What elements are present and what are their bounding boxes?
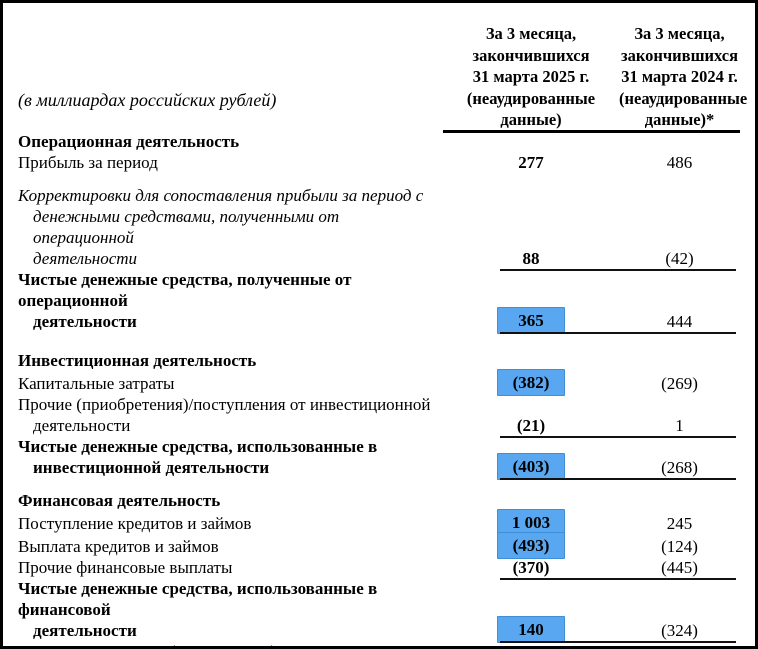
value-2025: (21) — [516, 415, 546, 435]
row-loans-received: Поступление кредитов и займов 1 003 245 — [18, 508, 740, 536]
value-2024: (445) — [661, 557, 698, 577]
value-2024: (124) — [661, 536, 698, 556]
row-capital-expenditures: Капитальные затраты (382) (269) — [18, 368, 740, 396]
row-adjustments: Корректировки для сопоставления прибыли … — [18, 185, 740, 271]
highlighted-value: 365 — [497, 306, 565, 334]
value-2024: 1 — [675, 415, 684, 435]
highlighted-value: (493) — [497, 531, 565, 559]
value-2024: (42) — [665, 248, 694, 268]
row-net-cash-financing: Чистые денежные средства, использованные… — [18, 578, 740, 643]
highlighted-value: (403) — [497, 452, 565, 480]
table-header-row: (в миллиардах российских рублей) За 3 ме… — [18, 23, 748, 132]
column-header-2025: За 3 месяца, закончившихся 31 марта 2025… — [466, 24, 596, 129]
value-2025: (493) — [443, 531, 619, 559]
value-2025: 88 — [522, 248, 540, 268]
value-2024: (269) — [661, 373, 698, 393]
units-label-cell: (в миллиардах российских рублей) — [18, 90, 443, 131]
value-2024: 245 — [666, 513, 693, 533]
section-header-financing: Финансовая деятельность — [18, 490, 221, 510]
highlighted-value: (382) — [497, 368, 565, 396]
statement-table: (в миллиардах российских рублей) За 3 ме… — [18, 23, 748, 647]
value-2025: (382) — [443, 368, 619, 396]
value-2025: 365 — [443, 306, 619, 334]
row-net-cash-investing: Чистые денежные средства, использованные… — [18, 436, 740, 480]
value-2024: (324) — [661, 620, 698, 640]
row-other-financing: Прочие финансовые выплаты (370) (445) — [18, 557, 740, 580]
value-2025: 277 — [518, 152, 544, 172]
spacer — [18, 332, 740, 350]
row-profit-for-period: Прибыль за период 277 486 — [18, 152, 740, 173]
section-header-investing: Инвестиционная деятельность — [18, 350, 257, 370]
section-header-operating: Операционная деятельность — [18, 131, 240, 151]
row-net-cash-operating: Чистые денежные средства, полученные от … — [18, 269, 740, 334]
value-2025: (370) — [512, 557, 550, 577]
row-loans-repaid: Выплата кредитов и займов (493) (124) — [18, 531, 740, 559]
row-other-investing: Прочие (приобретения)/поступления от инв… — [18, 394, 740, 438]
value-2025: 1 003 — [443, 508, 619, 536]
value-2024: 486 — [666, 152, 693, 172]
value-2024: (268) — [661, 457, 698, 477]
value-2025: (403) — [443, 452, 619, 480]
column-header-2024: За 3 месяца, закончившихся 31 марта 2024… — [619, 24, 748, 129]
row-net-change-in-cash: Чистое увеличение/(уменьшение) денежных … — [18, 641, 740, 647]
value-2025: 140 — [443, 615, 619, 643]
units-label: (в миллиардах российских рублей) — [18, 89, 277, 110]
spacer — [18, 173, 740, 185]
highlighted-value: 1 003 — [497, 508, 565, 536]
value-2024: 444 — [666, 311, 693, 331]
highlighted-value: 140 — [497, 615, 565, 643]
